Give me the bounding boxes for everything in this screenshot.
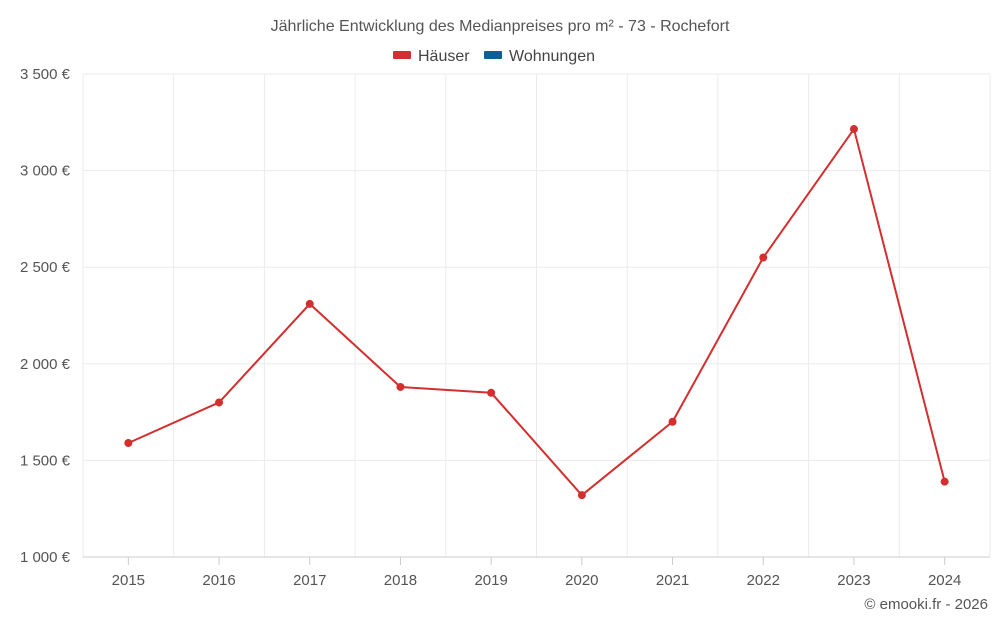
data-point[interactable]: [396, 382, 405, 391]
grid: [82, 73, 991, 558]
x-tick-label: 2015: [112, 572, 145, 589]
data-point[interactable]: [305, 299, 314, 308]
y-tick-label: 3 500 €: [20, 66, 71, 83]
x-tick-label: 2022: [747, 572, 780, 589]
data-point[interactable]: [849, 125, 858, 134]
y-tick-label: 2 000 €: [20, 356, 71, 373]
y-tick-label: 1 500 €: [20, 452, 71, 469]
data-point[interactable]: [668, 417, 677, 426]
legend-label-haeuser: Häuser: [418, 48, 470, 65]
legend-swatch-wohnungen: [484, 51, 502, 59]
legend: Häuser Wohnungen: [393, 48, 595, 65]
data-point[interactable]: [940, 477, 949, 486]
legend-item-haeuser[interactable]: Häuser: [393, 48, 470, 65]
x-tick-label: 2024: [928, 572, 961, 589]
y-tick-label: 2 500 €: [20, 259, 71, 276]
y-tick-label: 1 000 €: [20, 549, 71, 566]
data-point[interactable]: [215, 398, 224, 407]
credit-text: © emooki.fr - 2026: [864, 596, 988, 613]
series-layer: [124, 125, 949, 500]
legend-swatch-haeuser: [393, 51, 411, 59]
x-tick-label: 2016: [202, 572, 235, 589]
series-line-0: [127, 128, 946, 497]
legend-item-wohnungen[interactable]: Wohnungen: [484, 48, 595, 65]
data-point[interactable]: [759, 253, 768, 262]
data-point[interactable]: [124, 439, 133, 448]
x-tick-label: 2021: [656, 572, 689, 589]
legend-label-wohnungen: Wohnungen: [509, 48, 595, 65]
y-axis: 1 000 € 1 500 € 2 000 € 2 500 € 3 000 € 3 500…: [20, 66, 71, 566]
data-point[interactable]: [577, 491, 586, 500]
x-tick-label: 2018: [384, 572, 417, 589]
data-point[interactable]: [487, 388, 496, 397]
x-tick-label: 2023: [837, 572, 870, 589]
x-tick-label: 2020: [565, 572, 598, 589]
x-axis: 2015 2016 2017 2018 2019 2020 2021 2022 2023 2024: [83, 556, 990, 589]
y-tick-label: 3 000 €: [20, 163, 71, 180]
x-tick-label: 2017: [293, 572, 326, 589]
x-tick-label: 2019: [474, 572, 507, 589]
chart-title: Jährliche Entwicklung des Medianpreises …: [271, 18, 730, 35]
